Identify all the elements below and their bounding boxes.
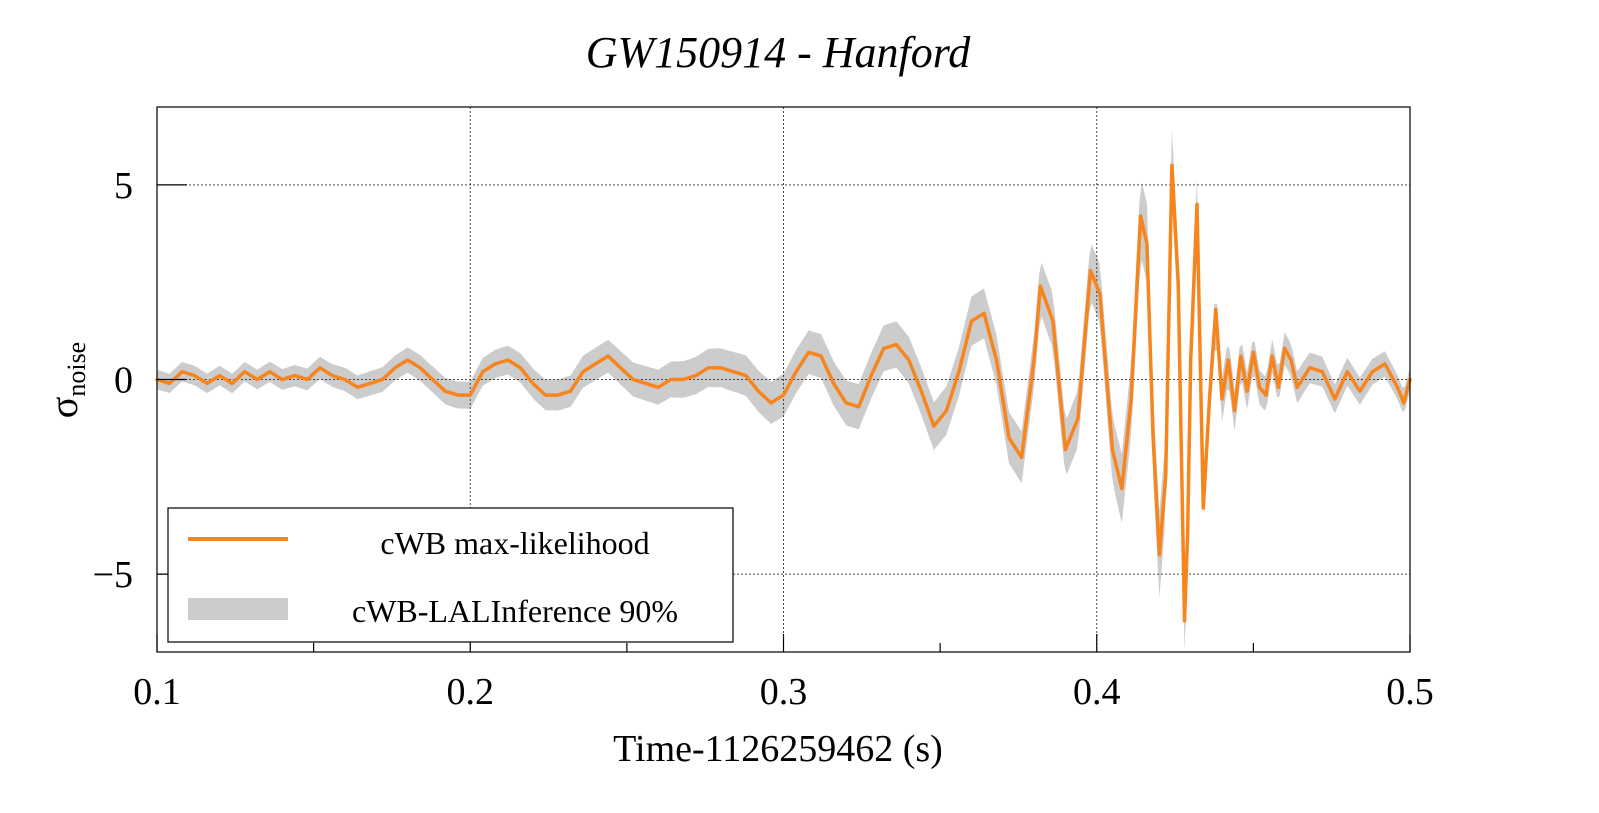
y-axis-label: σnoise: [41, 342, 91, 418]
y-tick-label: −5: [93, 554, 133, 596]
x-tick-label: 0.5: [1386, 671, 1434, 713]
y-axis-label-symbol: σ: [41, 397, 86, 419]
axis-ticks: 0.1 0.2 0.3 0.4 0.5 5 0 −5: [93, 165, 1434, 713]
legend-label-max-likelihood: cWB max-likelihood: [380, 525, 649, 561]
y-tick-label: 0: [114, 360, 133, 402]
y-axis-label-subscript: noise: [62, 342, 91, 397]
chart-title: GW150914 - Hanford: [586, 28, 972, 77]
x-tick-label: 0.3: [760, 671, 808, 713]
y-tick-label: 5: [114, 165, 133, 207]
x-axis-label: Time-1126259462 (s): [613, 728, 943, 770]
legend-band-swatch: [188, 598, 288, 620]
series-line-max-likelihood: [155, 163, 1412, 623]
x-tick-label: 0.4: [1073, 671, 1121, 713]
x-tick-label: 0.2: [447, 671, 495, 713]
plot-area: [155, 106, 1412, 653]
x-tick-label: 0.1: [133, 671, 181, 713]
legend: cWB max-likelihood cWB-LALInference 90%: [167, 507, 734, 643]
legend-label-band: cWB-LALInference 90%: [352, 593, 678, 629]
